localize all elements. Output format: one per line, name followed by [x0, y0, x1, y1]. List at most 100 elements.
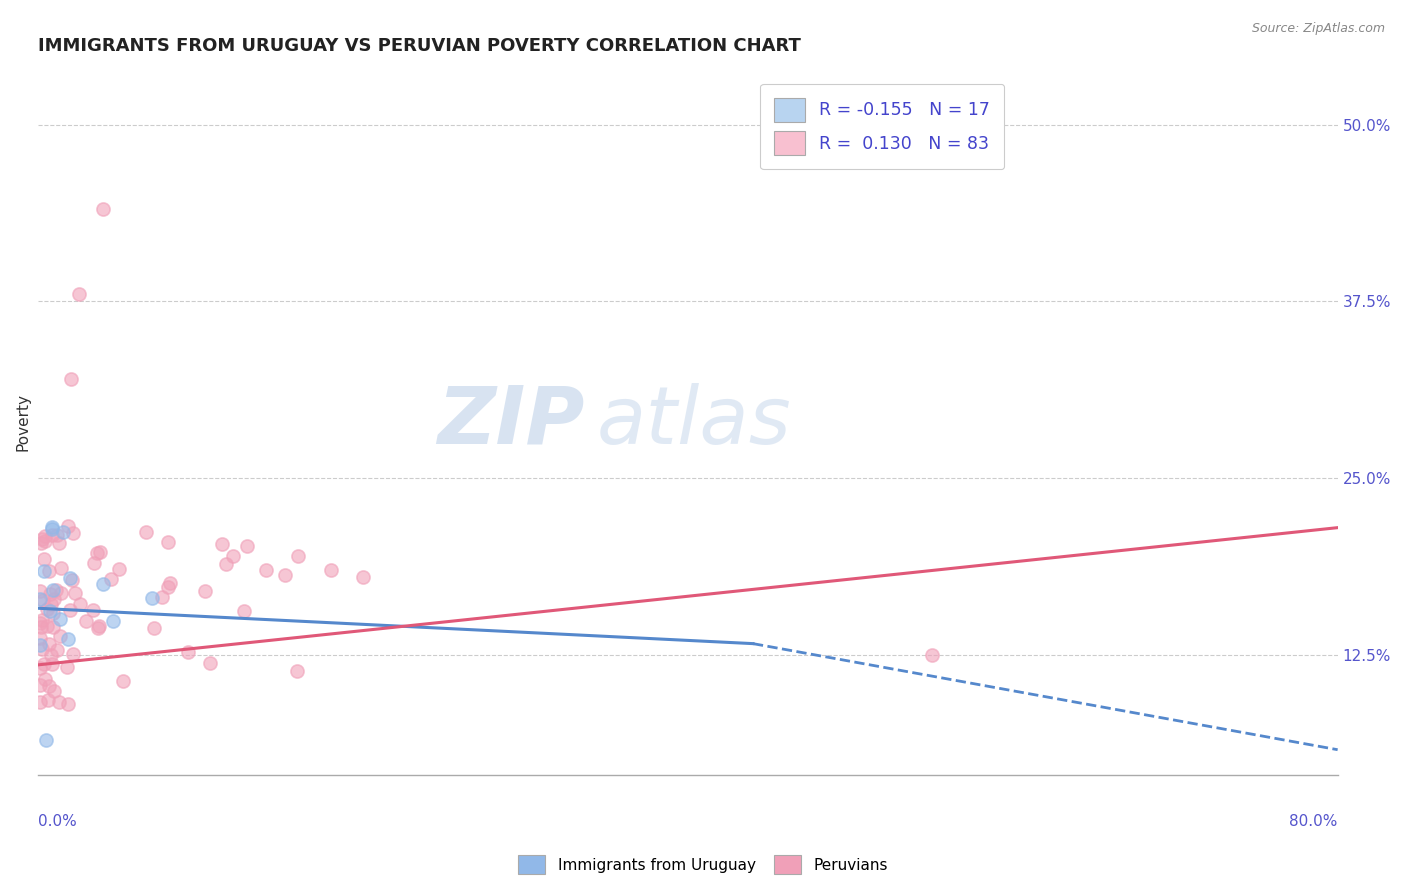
- Point: [60, 573, 83, 587]
- Point: [142, 621, 165, 635]
- Point: [52, 525, 75, 540]
- Point: [82, 603, 104, 617]
- Point: [56, 660, 79, 674]
- Point: [101, 614, 124, 628]
- Point: [41, 657, 63, 671]
- Point: [48, 536, 70, 550]
- Point: [49, 585, 72, 599]
- Point: [62, 647, 84, 661]
- Point: [38, 680, 60, 694]
- Point: [49, 611, 72, 625]
- Point: [48, 695, 70, 709]
- Point: [59, 602, 82, 616]
- Point: [31, 613, 53, 627]
- Point: [62, 526, 84, 541]
- Point: [65, 586, 87, 600]
- Point: [42, 620, 65, 634]
- Point: [222, 549, 245, 563]
- Point: [30, 620, 52, 634]
- Legend: Immigrants from Uruguay, Peruvians: Immigrants from Uruguay, Peruvians: [512, 849, 894, 880]
- Point: [177, 644, 200, 658]
- Point: [41, 520, 63, 534]
- Point: [91, 577, 114, 591]
- Point: [87, 619, 110, 633]
- Point: [319, 563, 342, 577]
- Point: [89, 545, 111, 559]
- Point: [28, 678, 51, 692]
- Point: [107, 562, 129, 576]
- Point: [285, 664, 308, 678]
- Point: [31, 532, 53, 546]
- Point: [112, 673, 135, 688]
- Point: [100, 572, 122, 586]
- Text: ZIP: ZIP: [437, 383, 583, 460]
- Point: [49, 560, 72, 574]
- Point: [141, 591, 163, 606]
- Point: [157, 581, 180, 595]
- Point: [215, 557, 238, 571]
- Point: [30, 535, 52, 549]
- Point: [69, 597, 91, 611]
- Point: [41, 522, 63, 536]
- Point: [86, 546, 108, 560]
- Point: [135, 525, 157, 540]
- Point: [38, 604, 60, 618]
- Point: [34, 529, 56, 543]
- Point: [37, 693, 59, 707]
- Point: [28, 584, 51, 599]
- Point: [28, 638, 51, 652]
- Point: [31, 641, 53, 656]
- Point: [41, 648, 63, 662]
- Point: [67, 287, 90, 301]
- Point: [44, 684, 66, 698]
- Point: [39, 597, 62, 611]
- Point: [38, 637, 60, 651]
- Point: [233, 604, 256, 618]
- Point: [31, 592, 53, 607]
- Point: [58, 697, 80, 711]
- Point: [49, 629, 72, 643]
- Point: [87, 620, 110, 634]
- Point: [150, 590, 173, 604]
- Point: [28, 615, 51, 630]
- Y-axis label: Poverty: Poverty: [15, 392, 30, 450]
- Point: [39, 587, 62, 601]
- Point: [46, 528, 69, 542]
- Text: Source: ZipAtlas.com: Source: ZipAtlas.com: [1251, 22, 1385, 36]
- Point: [91, 202, 114, 217]
- Point: [254, 563, 277, 577]
- Point: [42, 591, 65, 606]
- Legend: R = -0.155   N = 17, R =  0.130   N = 83: R = -0.155 N = 17, R = 0.130 N = 83: [761, 84, 1004, 169]
- Point: [352, 570, 374, 584]
- Text: IMMIGRANTS FROM URUGUAY VS PERUVIAN POVERTY CORRELATION CHART: IMMIGRANTS FROM URUGUAY VS PERUVIAN POVE…: [38, 37, 801, 55]
- Point: [236, 539, 259, 553]
- Point: [34, 565, 56, 579]
- Point: [42, 606, 65, 620]
- Point: [921, 648, 943, 662]
- Point: [42, 583, 65, 598]
- Point: [274, 568, 297, 582]
- Point: [211, 537, 233, 551]
- Point: [28, 695, 51, 709]
- Point: [41, 528, 63, 542]
- Point: [157, 534, 180, 549]
- Point: [45, 583, 67, 598]
- Point: [59, 571, 82, 585]
- Point: [32, 657, 55, 671]
- Point: [75, 615, 97, 629]
- Point: [59, 372, 82, 386]
- Point: [194, 583, 217, 598]
- Text: 80.0%: 80.0%: [1289, 814, 1337, 829]
- Text: 0.0%: 0.0%: [38, 814, 77, 829]
- Point: [28, 631, 51, 645]
- Point: [287, 549, 309, 563]
- Point: [56, 519, 79, 533]
- Point: [45, 643, 67, 657]
- Point: [28, 592, 51, 607]
- Point: [198, 657, 221, 671]
- Point: [32, 552, 55, 566]
- Point: [37, 619, 59, 633]
- Point: [28, 660, 51, 674]
- Point: [35, 732, 58, 747]
- Point: [38, 564, 60, 578]
